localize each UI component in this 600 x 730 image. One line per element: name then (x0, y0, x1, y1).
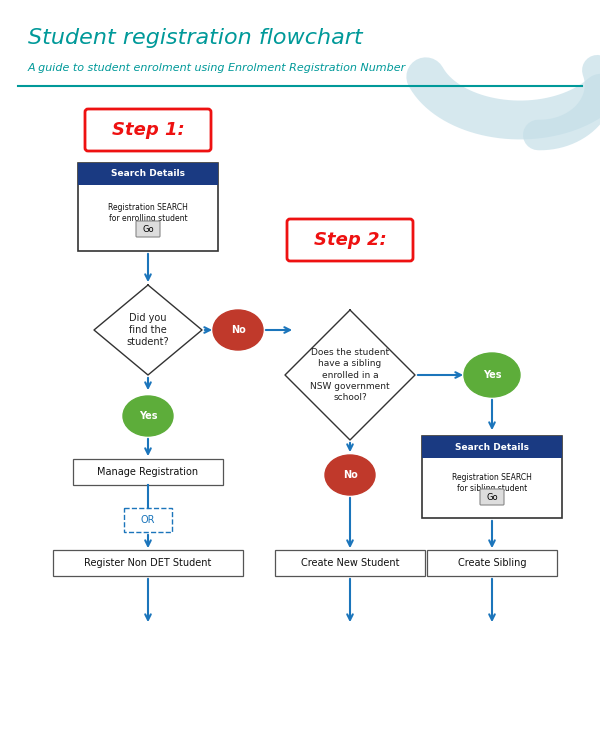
Text: Step 2:: Step 2: (314, 231, 386, 249)
Text: Go: Go (486, 493, 498, 502)
Text: No: No (343, 470, 358, 480)
Text: Manage Registration: Manage Registration (97, 467, 199, 477)
Text: Search Details: Search Details (111, 169, 185, 179)
Text: Register Non DET Student: Register Non DET Student (85, 558, 212, 568)
FancyBboxPatch shape (85, 109, 211, 151)
FancyBboxPatch shape (275, 550, 425, 576)
FancyBboxPatch shape (427, 550, 557, 576)
FancyBboxPatch shape (124, 508, 172, 532)
FancyBboxPatch shape (73, 459, 223, 485)
Text: Did you
find the
student?: Did you find the student? (127, 312, 169, 347)
Text: Create Sibling: Create Sibling (458, 558, 526, 568)
FancyBboxPatch shape (422, 436, 562, 518)
FancyBboxPatch shape (53, 550, 243, 576)
Text: Go: Go (142, 225, 154, 234)
Text: Does the student
have a sibling
enrolled in a
NSW government
school?: Does the student have a sibling enrolled… (310, 348, 390, 402)
Text: Search Details: Search Details (455, 442, 529, 451)
Text: Create New Student: Create New Student (301, 558, 399, 568)
Text: Student registration flowchart: Student registration flowchart (28, 28, 362, 48)
Text: OR: OR (141, 515, 155, 525)
Text: Step 1:: Step 1: (112, 121, 184, 139)
FancyBboxPatch shape (480, 489, 504, 505)
Text: Yes: Yes (139, 411, 157, 421)
FancyBboxPatch shape (78, 163, 218, 251)
Polygon shape (94, 285, 202, 375)
Text: Yes: Yes (483, 370, 501, 380)
FancyBboxPatch shape (287, 219, 413, 261)
Ellipse shape (213, 310, 263, 350)
FancyBboxPatch shape (78, 163, 218, 185)
Text: A guide to student enrolment using Enrolment Registration Number: A guide to student enrolment using Enrol… (28, 63, 406, 73)
Text: No: No (230, 325, 245, 335)
Ellipse shape (123, 396, 173, 436)
FancyBboxPatch shape (422, 436, 562, 458)
Ellipse shape (325, 455, 375, 495)
Text: Registration SEARCH
for sibling student: Registration SEARCH for sibling student (452, 473, 532, 493)
Polygon shape (285, 310, 415, 440)
Text: Registration SEARCH
for enrolling student: Registration SEARCH for enrolling studen… (108, 203, 188, 223)
FancyBboxPatch shape (136, 221, 160, 237)
Ellipse shape (464, 353, 520, 397)
